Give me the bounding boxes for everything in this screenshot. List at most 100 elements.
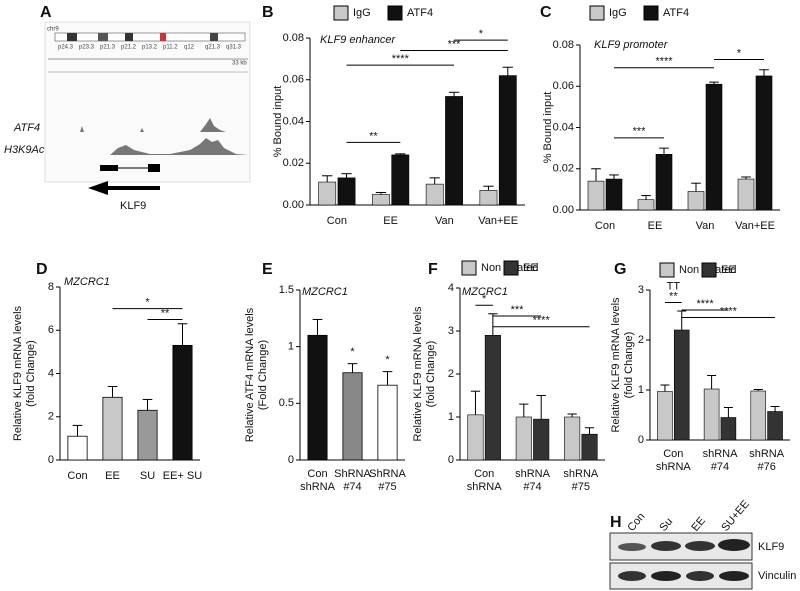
- legend-swatch: [659, 262, 675, 278]
- bar: [307, 334, 328, 461]
- significance-label: ****: [720, 305, 738, 317]
- blot-band: [651, 571, 681, 581]
- subtitle: MZCRC1: [302, 286, 348, 298]
- significance-label: ****: [655, 56, 673, 68]
- band-label: p11.2: [163, 45, 178, 51]
- y-tick-label: 0.00: [283, 199, 304, 211]
- bar: [102, 396, 123, 461]
- x-tick-label: ShRNA: [334, 468, 371, 480]
- significance-label: **: [161, 307, 170, 319]
- y-tick-label: 2: [48, 411, 54, 423]
- bar: [767, 411, 783, 441]
- blot-band: [719, 571, 749, 581]
- legend-label: ATF4: [663, 7, 689, 19]
- band-labels: p24.3 p23.3 p21.3 p21.2 p13.2 p11.2 q12 q21.3 q3…: [58, 45, 242, 51]
- lane-label: Con: [625, 511, 647, 534]
- significance-label: *: [737, 47, 742, 59]
- panel-label: H: [610, 514, 622, 531]
- x-tick-label: #74: [523, 481, 541, 493]
- y-tick-label: 2: [448, 368, 454, 380]
- y-tick-label: 0.08: [283, 32, 304, 44]
- bar: [484, 334, 501, 461]
- band-label: p23.3: [79, 45, 95, 51]
- x-tick-label: #75: [378, 481, 396, 493]
- bar: [564, 416, 581, 461]
- ideogram-band: [210, 33, 218, 41]
- y-tick-label: 0: [638, 434, 644, 446]
- panel-a: A chr9 p24.3 p23.3 p21.3 p21.2 p13.2 p11.2 q12…: [4, 4, 251, 212]
- significance-label: *: [145, 297, 150, 309]
- legend-label: ATF4: [407, 7, 433, 19]
- ideogram: [54, 32, 246, 42]
- y-tick-label: 0.04: [553, 121, 574, 133]
- bar: [720, 417, 737, 441]
- band-label: p21.3: [100, 45, 116, 51]
- legend-swatch: [643, 5, 659, 21]
- significance-label: ****: [533, 315, 551, 327]
- significance-label: **: [369, 130, 378, 142]
- x-tick-label: #74: [343, 481, 361, 493]
- significance-label: ****: [697, 298, 715, 310]
- x-tick-label: EE+ SU: [163, 470, 202, 482]
- legend-swatch: [333, 5, 349, 21]
- bar: [657, 391, 673, 441]
- x-tick-label: Con: [474, 468, 494, 480]
- x-tick-label: shRNA: [703, 448, 739, 460]
- band-label: p21.2: [121, 45, 137, 51]
- bar: [342, 372, 363, 461]
- x-tick-label: #74: [711, 461, 729, 473]
- y-tick-label: 4: [448, 282, 454, 294]
- track-name: H3K9Ac: [4, 144, 45, 156]
- y-axis-label: Relative ATF4 mRNA levels: [244, 307, 256, 442]
- y-tick-label: 1: [638, 384, 644, 396]
- y-tick-label: 0.06: [283, 74, 304, 86]
- direction-arrow: [88, 181, 160, 195]
- y-axis-label: (fold Change): [425, 341, 437, 408]
- h3k9ac-track: [48, 138, 248, 155]
- x-tick-label: shRNA: [300, 481, 336, 493]
- x-tick-label: shRNA: [515, 468, 551, 480]
- significance-label: ***: [448, 38, 462, 50]
- bar: [755, 75, 773, 211]
- panel-label: G: [614, 261, 626, 278]
- x-tick-label: Van+EE: [735, 220, 775, 232]
- x-tick-label: Con: [67, 470, 87, 482]
- bar: [581, 433, 598, 461]
- x-tick-label: #76: [757, 461, 775, 473]
- legend-swatch: [387, 5, 403, 21]
- y-tick-label: 0.06: [553, 80, 574, 92]
- legend-label: EE: [523, 262, 538, 274]
- bar: [467, 414, 484, 461]
- x-tick-label: ShRNA: [369, 468, 406, 480]
- bar: [687, 191, 705, 211]
- bar: [479, 190, 498, 206]
- bar: [445, 96, 463, 206]
- y-tick-label: 1: [448, 411, 454, 423]
- bar: [372, 194, 390, 206]
- x-tick-label: shRNA: [467, 481, 503, 493]
- y-tick-label: 0: [288, 454, 294, 466]
- bar: [391, 154, 410, 206]
- subtitle: KLF9 promoter: [594, 39, 669, 51]
- atf4-track: [48, 118, 248, 132]
- bar: [498, 75, 517, 206]
- y-tick-label: 2: [638, 334, 644, 346]
- legend-swatch: [701, 262, 717, 278]
- blot-band: [618, 543, 646, 551]
- scale: 33 kb: [232, 61, 247, 67]
- subtitle: MZCRC1: [64, 276, 110, 288]
- x-tick-label: shRNA: [563, 468, 599, 480]
- x-tick-label: EE: [648, 220, 663, 232]
- panel-label: F: [428, 261, 438, 278]
- bar: [703, 388, 720, 441]
- y-axis-label: % Bound input: [272, 86, 284, 158]
- track-name: ATF4: [13, 122, 40, 134]
- bar: [605, 178, 623, 211]
- legend-swatch: [589, 5, 605, 21]
- significance-label: TT: [667, 280, 681, 292]
- protein-label: KLF9: [758, 541, 784, 553]
- gene-name: KLF9: [120, 200, 146, 212]
- x-tick-label: Con: [663, 448, 683, 460]
- significance-label: *: [482, 293, 487, 305]
- exon: [100, 165, 118, 171]
